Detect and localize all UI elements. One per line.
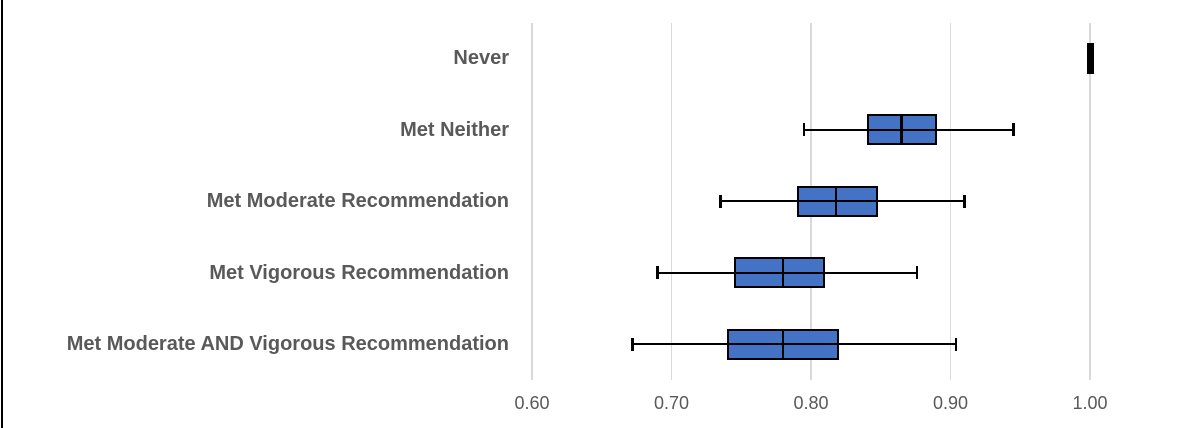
- gridline-0.70: [670, 22, 673, 380]
- median-line: [781, 257, 785, 289]
- category-label: Met Moderate Recommendation: [206, 190, 509, 213]
- category-label: Met Vigorous Recommendation: [209, 261, 509, 284]
- whisker-cap-high: [915, 266, 919, 280]
- median-line: [781, 328, 785, 360]
- category-label: Met Moderate AND Vigorous Recommendation: [66, 333, 509, 356]
- whisker-line: [657, 271, 918, 274]
- x-axis-tick-label: 0.80: [793, 393, 829, 413]
- x-axis-tick-label: 1.00: [1072, 393, 1108, 413]
- left-border-line: [0, 0, 3, 428]
- whisker-cap-low: [802, 123, 806, 137]
- whisker-cap-high: [963, 194, 966, 208]
- category-label: Never: [453, 47, 509, 70]
- x-axis-tick-label: 0.70: [653, 393, 690, 413]
- gridline-0.60: [531, 22, 533, 380]
- x-axis-tick-label: 0.90: [932, 393, 969, 413]
- gridline-1.00: [1089, 22, 1091, 380]
- whisker-line: [804, 128, 1014, 131]
- whisker-cap-low: [719, 194, 722, 208]
- whisker-cap-high: [1011, 123, 1015, 137]
- degenerate-box: [1086, 42, 1094, 74]
- median-line: [834, 185, 838, 217]
- median-line: [900, 114, 903, 146]
- whisker-line: [720, 200, 965, 203]
- whisker-cap-low: [631, 337, 634, 351]
- whisker-line: [632, 343, 957, 346]
- category-label: Met Neither: [400, 118, 509, 141]
- x-axis-tick-label: 0.60: [514, 393, 550, 413]
- whisker-cap-low: [656, 266, 659, 280]
- whisker-cap-high: [954, 337, 958, 351]
